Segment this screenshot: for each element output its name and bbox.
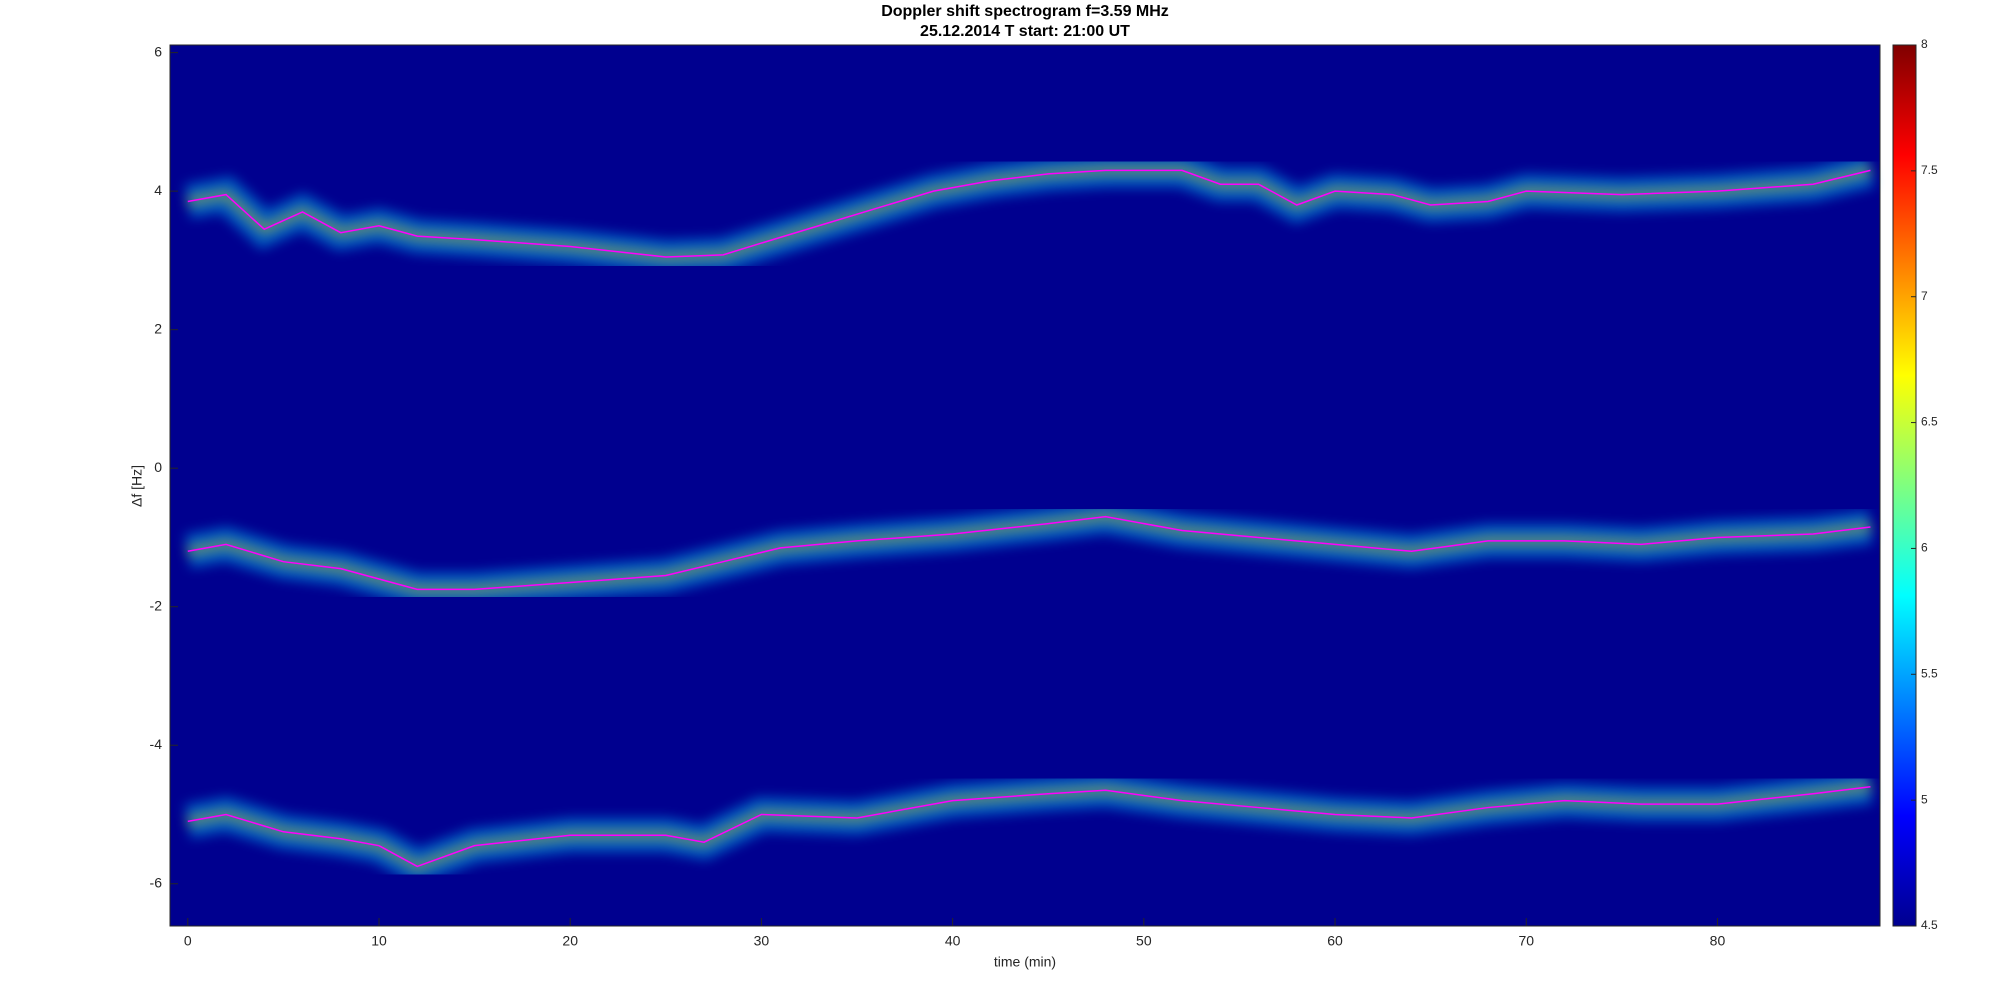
colorbar-tick-label: 8 [1921, 37, 1928, 51]
y-axis-label: Δf [Hz] [129, 465, 145, 507]
trace-line [187, 786, 1871, 868]
chart-subtitle: 25.12.2014 T start: 21:00 UT [920, 23, 1130, 40]
colorbar-tick-label: 5.5 [1921, 666, 1938, 680]
x-tick-label: 60 [1327, 933, 1343, 949]
y-tick-label: -4 [150, 736, 163, 752]
colorbar-tick-label: 6.5 [1921, 415, 1938, 429]
x-tick-label: 0 [184, 933, 192, 949]
x-tick-label: 70 [1518, 933, 1534, 949]
x-axis-label: time (min) [994, 954, 1056, 970]
y-tick-label: 6 [154, 43, 162, 59]
chart-title: Doppler shift spectrogram f=3.59 MHz [881, 3, 1169, 20]
colorbar-tick-label: 6 [1921, 541, 1928, 555]
y-tick-label: -2 [150, 597, 163, 613]
x-tick-label: 50 [1136, 933, 1152, 949]
x-tick-label: 20 [562, 933, 578, 949]
trace-line [187, 515, 1871, 591]
x-tick-label: 30 [754, 933, 770, 949]
y-tick-label: -6 [150, 874, 163, 890]
colorbar-tick-label: 7.5 [1921, 163, 1938, 177]
colorbar-tick-label: 5 [1921, 792, 1928, 806]
y-tick-label: 0 [154, 459, 162, 475]
colorbar-tick-label: 4.5 [1921, 918, 1938, 932]
x-tick-label: 10 [371, 933, 387, 949]
x-tick-label: 40 [945, 933, 961, 949]
plot-frame [169, 44, 1881, 927]
y-tick-label: 2 [154, 320, 162, 336]
colorbar-tick-label: 7 [1921, 289, 1928, 303]
colorbar [1892, 44, 1917, 927]
y-tick-label: 4 [154, 182, 162, 198]
trace-line [187, 169, 1871, 258]
x-tick-label: 80 [1710, 933, 1726, 949]
